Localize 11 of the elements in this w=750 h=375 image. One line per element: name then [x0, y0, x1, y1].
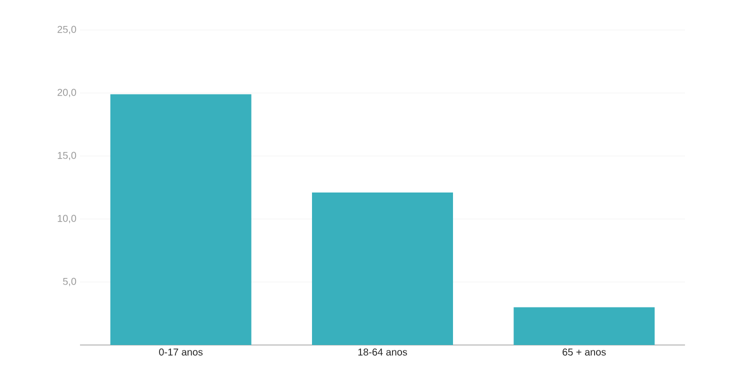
- y-tick-label: 20,0: [58, 88, 76, 98]
- y-tick-label: 15,0: [58, 152, 76, 160]
- bar: [312, 192, 454, 345]
- x-tick-label: 65 + anos: [562, 348, 606, 356]
- y-tick-label: 25,0: [58, 26, 76, 34]
- y-tick-label: 10,0: [58, 214, 76, 224]
- y-tick-label: 5,0: [63, 278, 76, 286]
- x-tick-label: 0-17 anos: [159, 348, 203, 356]
- x-tick-label: 18-64 anos: [358, 348, 408, 356]
- bar: [514, 307, 655, 345]
- bar: [110, 94, 252, 345]
